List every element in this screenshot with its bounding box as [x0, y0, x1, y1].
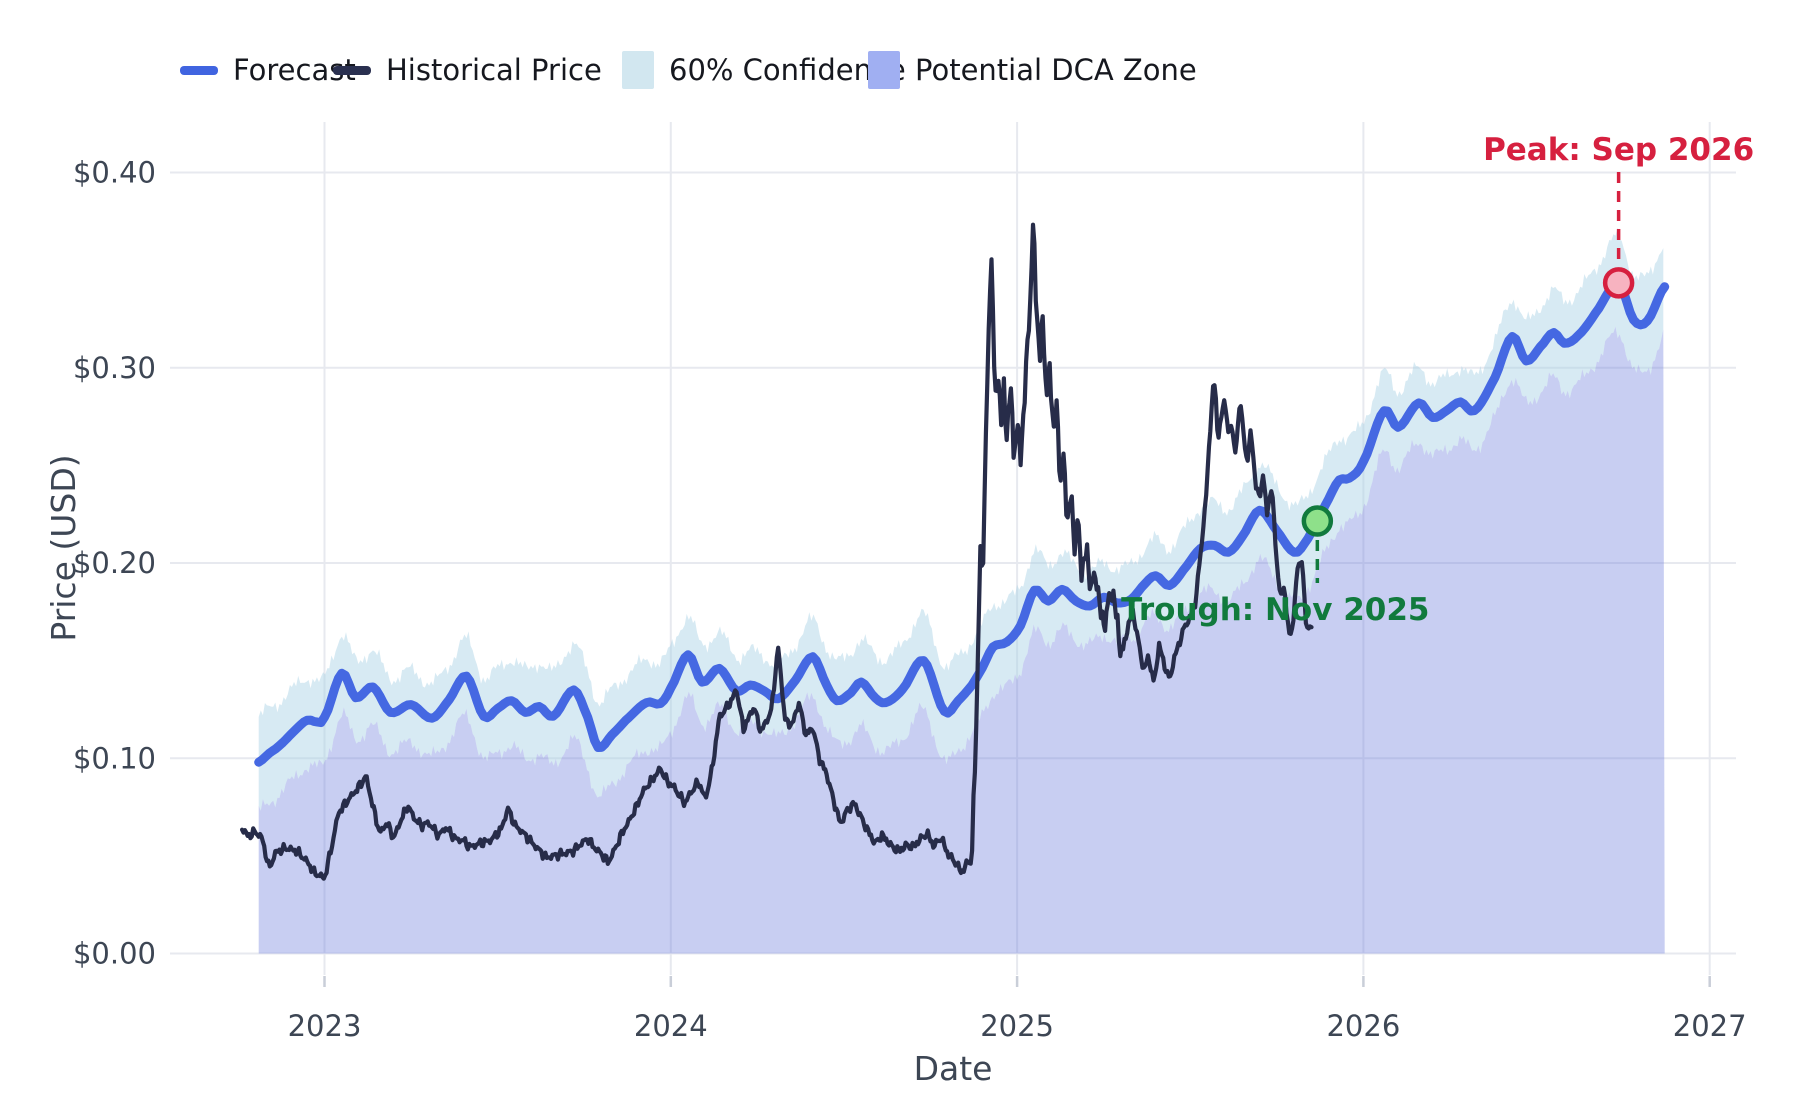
trough-annotation-label: Trough: Nov 2025 — [1121, 592, 1429, 628]
legend-item-historical: Historical Price — [333, 48, 602, 92]
peak-annotation-label: Peak: Sep 2026 — [1483, 132, 1754, 168]
legend-item-dca-zone: Potential DCA Zone — [868, 48, 1197, 92]
dca-zone-area — [258, 326, 1665, 954]
legend-item-forecast: Forecast — [180, 48, 356, 92]
x-axis-label: Date — [914, 1049, 993, 1088]
trough-marker — [1301, 505, 1334, 537]
x-tick-label-2025: 2025 — [980, 1009, 1054, 1043]
x-tick-label-2024: 2024 — [634, 1009, 708, 1043]
historical-line-swatch — [333, 65, 371, 75]
chart-legend: Forecast Historical Price 60% Confidence… — [0, 48, 1800, 92]
y-axis-label: Price (USD) — [44, 454, 83, 641]
legend-label-confidence: 60% Confidence — [669, 53, 906, 87]
legend-label-dca-zone: Potential DCA Zone — [915, 53, 1197, 87]
x-tick-label-2026: 2026 — [1326, 1009, 1400, 1043]
y-tick-label-$0.00: $0.00 — [73, 937, 156, 971]
forecast-line — [254, 278, 1670, 767]
dca-zone-swatch — [868, 51, 900, 89]
y-tick-label-$0.30: $0.30 — [73, 351, 156, 385]
y-tick-label-$0.40: $0.40 — [73, 156, 156, 190]
peak-marker — [1602, 267, 1635, 299]
y-tick-label-$0.20: $0.20 — [73, 546, 156, 580]
x-tick-label-2027: 2027 — [1673, 1009, 1747, 1043]
historical-price-line — [240, 222, 1314, 881]
legend-item-confidence: 60% Confidence — [622, 48, 906, 92]
forecast-line-swatch — [180, 65, 218, 75]
y-tick-label-$0.10: $0.10 — [73, 741, 156, 775]
legend-label-historical: Historical Price — [386, 53, 602, 87]
x-tick-label-2023: 2023 — [288, 1009, 362, 1043]
confidence-band-swatch — [622, 51, 654, 89]
